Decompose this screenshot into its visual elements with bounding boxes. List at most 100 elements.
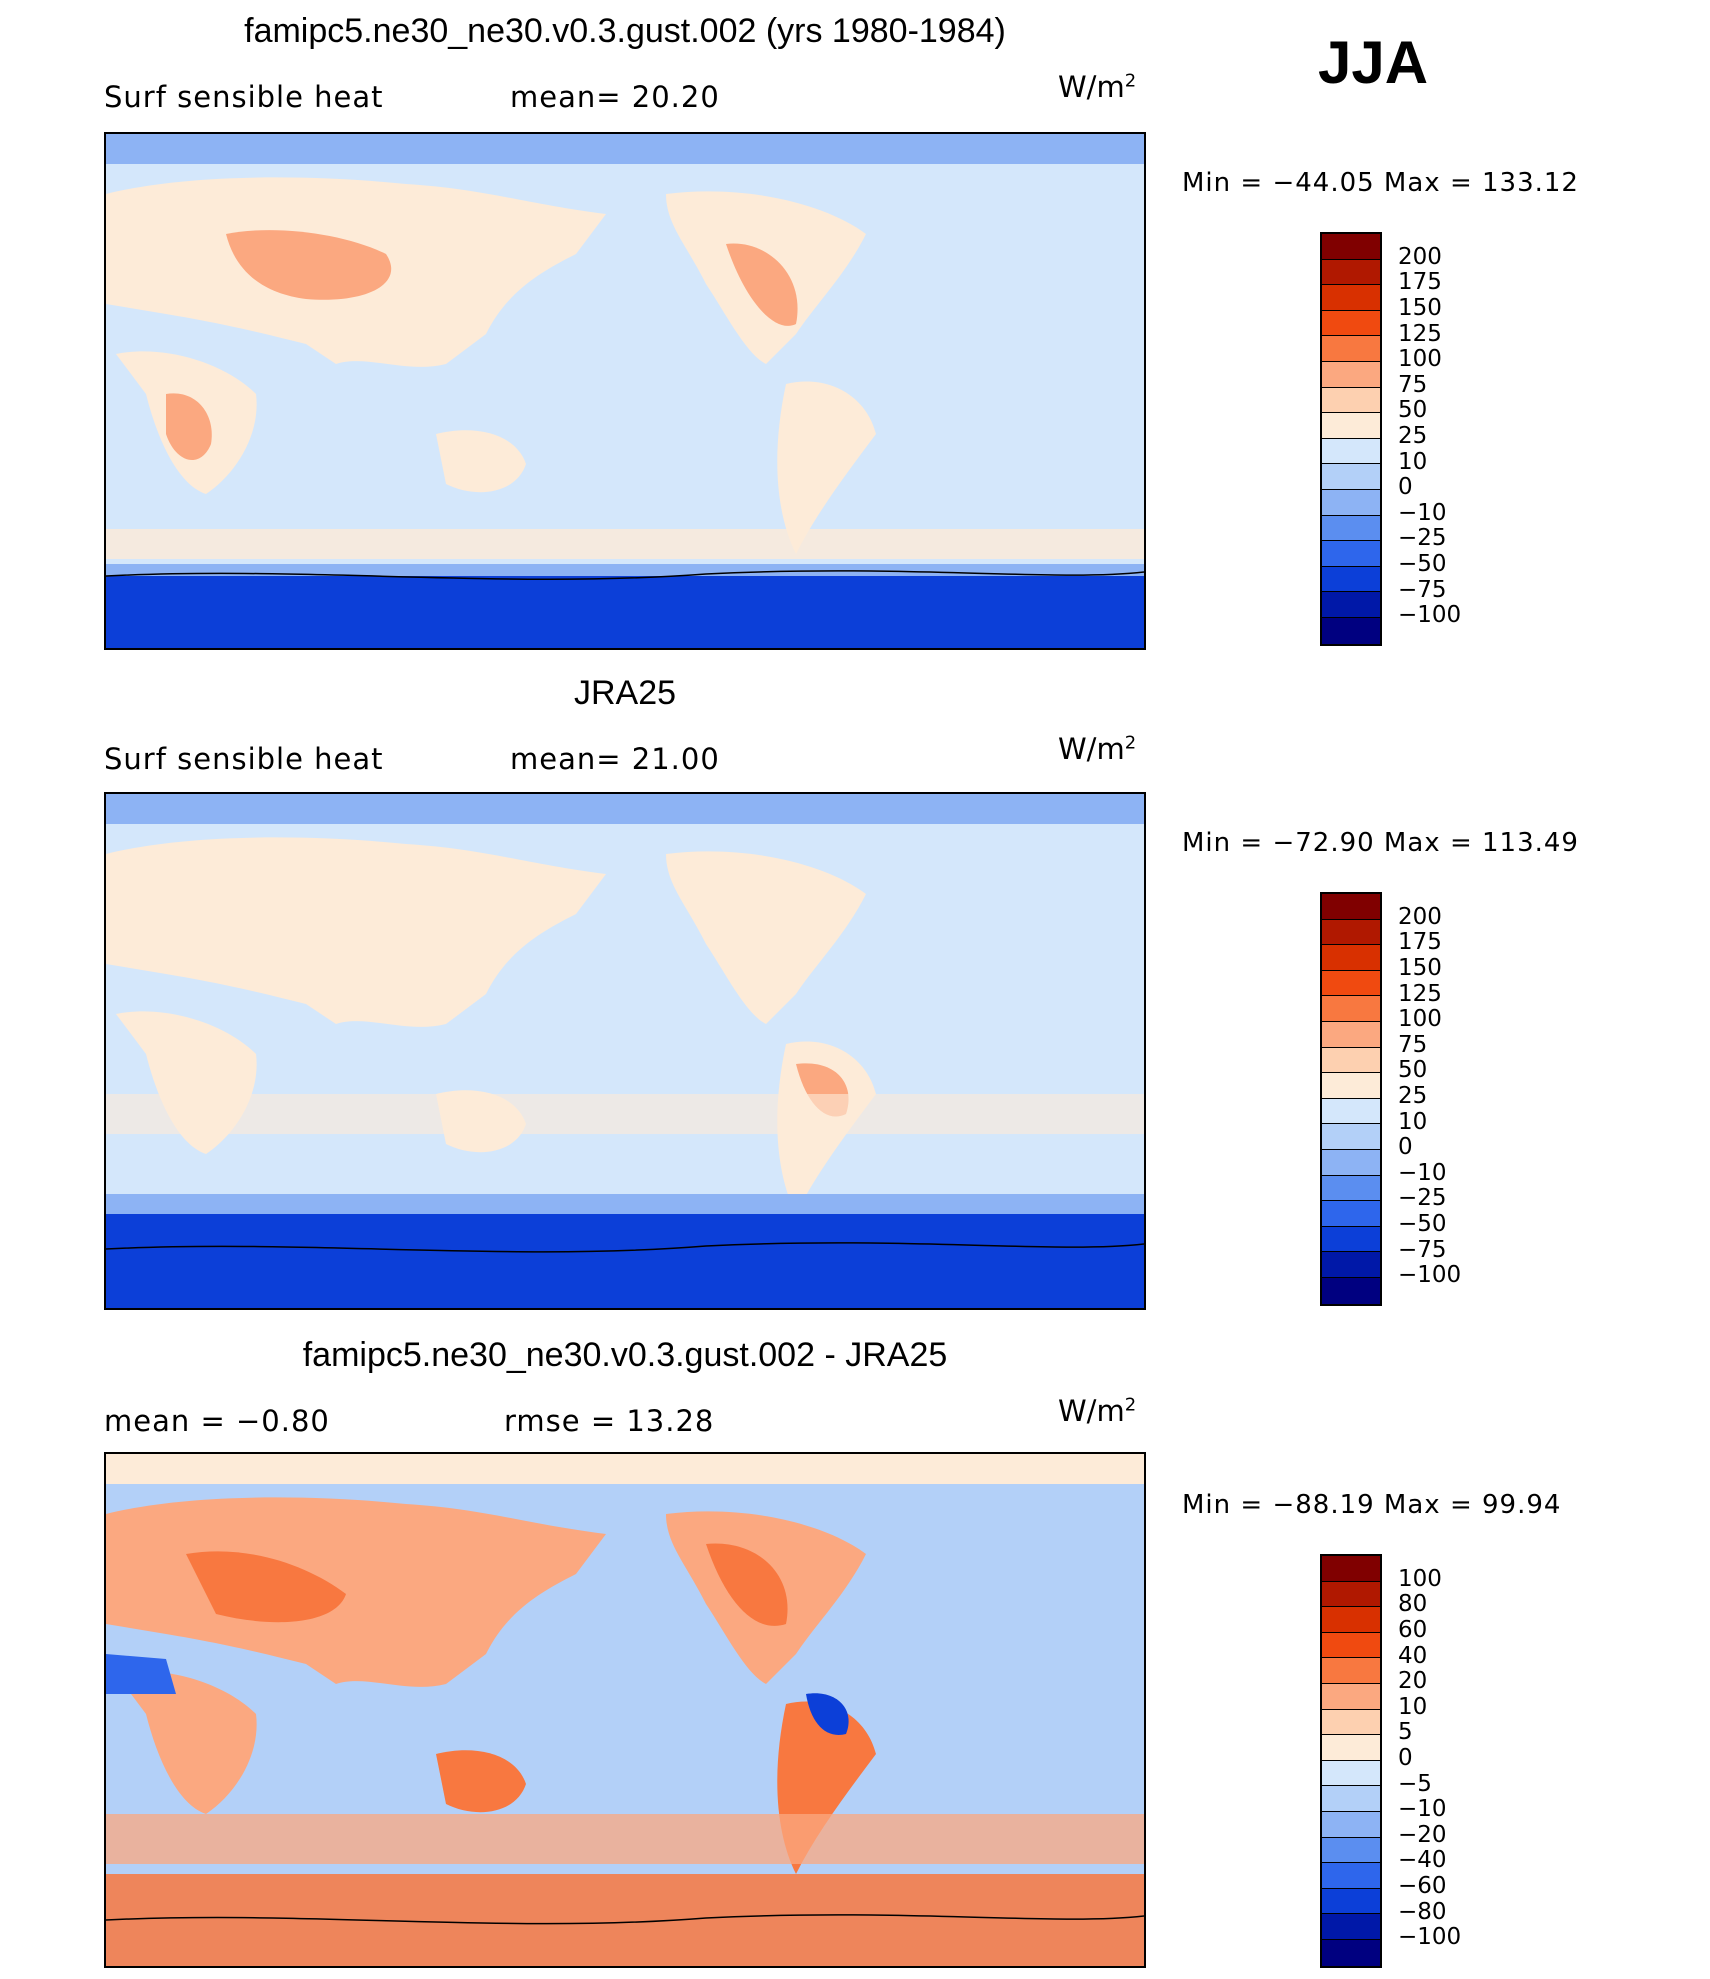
minmax-label-obs: Min = −72.90 Max = 113.49 [1182,828,1579,858]
colorbar-tick-label: −25 [1398,525,1447,552]
colorbar-tick-label: −10 [1398,1159,1447,1186]
colorbar-swatch [1322,1786,1380,1812]
colorbar-tick-label: 125 [1398,320,1442,347]
colorbar-swatch [1322,1581,1380,1608]
colorbar-swatch [1322,541,1380,567]
colorbar-swatch [1322,438,1380,465]
colorbar-tick-label: −5 [1398,1770,1432,1797]
colorbar-tick-label: 20 [1398,1668,1428,1695]
colorbar-swatch [1322,1607,1380,1633]
colorbar-swatch [1322,1201,1380,1227]
colorbar-swatch [1322,1811,1380,1838]
colorbar-model [1320,232,1382,646]
colorbar-swatch [1322,1632,1380,1659]
colorbar-swatch [1322,1939,1380,1966]
panel-title-obs: JRA25 [573,674,677,712]
mean-label: mean= 21.00 [510,742,720,776]
panel-title-model: famipc5.ne30_ne30.v0.3.gust.002 (yrs 198… [244,12,1006,50]
map-difference [104,1452,1146,1968]
colorbar-swatch [1322,310,1380,337]
variable-label: Surf sensible heat [104,742,384,776]
colorbar-tick-label: −10 [1398,1796,1447,1823]
colorbar-tick-label: 100 [1398,1006,1442,1033]
colorbar-tick-label: 150 [1398,955,1442,981]
colorbar-swatch [1322,489,1380,516]
colorbar-swatch [1322,945,1380,971]
colorbar-swatch [1322,387,1380,414]
units-label: W/m2 [1058,732,1137,766]
colorbar-tick-label: −10 [1398,499,1447,526]
colorbar-tick-label: −75 [1398,1236,1447,1263]
colorbar-swatch [1322,592,1380,618]
colorbar-tick-label: 175 [1398,929,1442,956]
rmse-label: rmse = 13.28 [504,1404,715,1438]
units-label: W/m2 [1058,70,1137,104]
minmax-label-diff: Min = −88.19 Max = 99.94 [1182,1490,1562,1520]
colorbar-tick-label: 5 [1398,1719,1413,1746]
colorbar-tick-label: 10 [1398,1693,1428,1720]
units-label: W/m2 [1058,1394,1137,1428]
colorbar-swatch [1322,996,1380,1022]
colorbar-swatch [1322,464,1380,490]
colorbar-swatch [1322,259,1380,286]
colorbar-tick-label: −100 [1398,1262,1462,1289]
colorbar-swatch [1322,1760,1380,1787]
map-model [104,132,1146,650]
colorbar-swatch [1322,1098,1380,1125]
colorbar-swatch [1322,1226,1380,1253]
colorbar-swatch [1322,361,1380,388]
colorbar-swatch [1322,1124,1380,1150]
colorbar-tick-label: −100 [1398,602,1462,629]
colorbar-tick-label: 40 [1398,1642,1428,1669]
colorbar-swatch [1322,970,1380,997]
colorbar-tick-label: −50 [1398,551,1447,577]
season-label: JJA [1318,29,1429,96]
colorbar-swatch [1322,617,1380,644]
variable-label: Surf sensible heat [104,80,384,114]
colorbar-tick-label: 200 [1398,243,1442,270]
colorbar-obs [1320,892,1382,1306]
colorbar-tick-label: 150 [1398,295,1442,321]
colorbar-tick-label: −60 [1398,1873,1447,1899]
colorbar-tick-label: 80 [1398,1591,1428,1618]
colorbar-tick-label: 50 [1398,1057,1428,1084]
colorbar-swatch [1322,413,1380,439]
colorbar-swatch [1322,1709,1380,1736]
colorbar-tick-label: 75 [1398,371,1428,398]
colorbar-swatch [1322,1021,1380,1048]
colorbar-swatch [1322,1277,1380,1304]
colorbar-swatch [1322,1683,1380,1710]
mean-label: mean= 20.20 [510,80,720,114]
map-obs [104,792,1146,1310]
colorbar-swatch [1322,894,1380,920]
colorbar-swatch [1322,1658,1380,1684]
colorbar-tick-label: 0 [1398,1134,1413,1161]
colorbar-swatch [1322,336,1380,362]
colorbar-tick-label: −75 [1398,576,1447,603]
colorbar-swatch [1322,1073,1380,1099]
colorbar-swatch [1322,919,1380,946]
colorbar-tick-label: 0 [1398,474,1413,501]
colorbar-swatch [1322,515,1380,542]
colorbar-tick-label: −40 [1398,1847,1447,1874]
colorbar-swatch [1322,1837,1380,1864]
colorbar-tick-label: 75 [1398,1031,1428,1058]
colorbar-diff [1320,1554,1382,1968]
colorbar-tick-label: −80 [1398,1898,1447,1925]
colorbar-swatch [1322,1914,1380,1940]
colorbar-swatch [1322,285,1380,311]
colorbar-swatch [1322,1175,1380,1202]
colorbar-swatch [1322,1888,1380,1915]
colorbar-tick-label: 100 [1398,1565,1442,1592]
colorbar-tick-label: 60 [1398,1617,1428,1643]
colorbar-tick-label: 100 [1398,346,1442,373]
colorbar-tick-label: 25 [1398,1083,1428,1109]
colorbar-swatch [1322,566,1380,593]
mean-diff-label: mean = −0.80 [104,1404,330,1438]
colorbar-swatch [1322,1556,1380,1582]
colorbar-tick-label: 125 [1398,980,1442,1007]
colorbar-tick-label: 200 [1398,903,1442,930]
colorbar-swatch [1322,1863,1380,1889]
colorbar-tick-label: 10 [1398,1108,1428,1135]
colorbar-tick-label: 25 [1398,423,1428,449]
